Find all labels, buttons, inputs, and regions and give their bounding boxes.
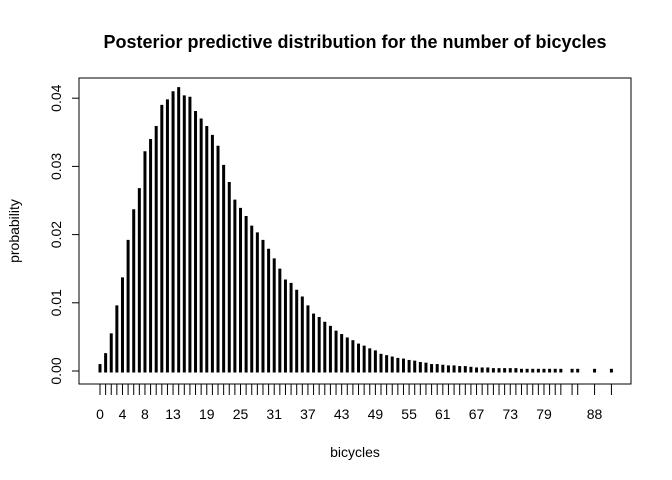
x-tick-label: 55 xyxy=(401,406,417,422)
x-tick-label: 31 xyxy=(266,406,282,422)
x-axis: 0 4 8 13 19 25 31 37 43 49 55 61 67 73 79 88 xyxy=(96,383,612,422)
x-tick-label: 79 xyxy=(536,406,552,422)
x-tick-label: 19 xyxy=(199,406,215,422)
x-axis-label: bicycles xyxy=(330,444,380,460)
x-tick-label: 13 xyxy=(165,406,181,422)
x-tick-label: 88 xyxy=(587,406,603,422)
x-tick-label: 37 xyxy=(300,406,316,422)
x-tick-label: 8 xyxy=(141,406,149,422)
y-tick-label: 0.02 xyxy=(48,221,64,248)
x-tick-label: 43 xyxy=(334,406,350,422)
x-tick-label: 61 xyxy=(435,406,451,422)
x-tick-label: 49 xyxy=(368,406,384,422)
y-tick-label: 0.03 xyxy=(48,153,64,180)
x-tick-label: 4 xyxy=(119,406,127,422)
y-axis: 0.00 0.01 0.02 0.03 0.04 xyxy=(48,84,80,385)
y-axis-label: probability xyxy=(6,199,22,263)
y-tick-label: 0.04 xyxy=(48,84,64,111)
chart-title: Posterior predictive distribution for th… xyxy=(103,32,606,52)
bars-group xyxy=(98,87,613,373)
x-tick-label: 67 xyxy=(469,406,485,422)
x-tick-label: 25 xyxy=(233,406,249,422)
x-tick-label: 73 xyxy=(502,406,518,422)
y-tick-label: 0.00 xyxy=(48,357,64,384)
x-tick-label: 0 xyxy=(96,406,104,422)
y-tick-label: 0.01 xyxy=(48,289,64,316)
